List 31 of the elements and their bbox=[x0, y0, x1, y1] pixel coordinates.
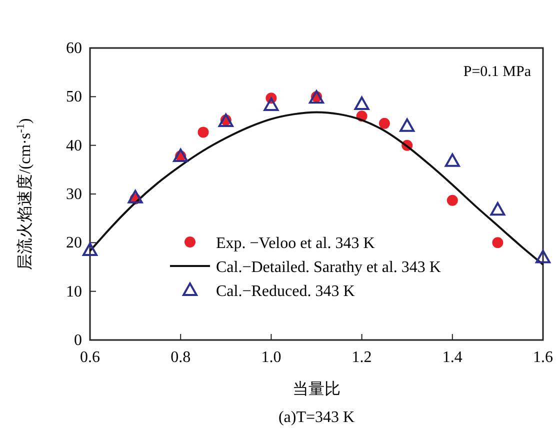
point bbox=[264, 97, 279, 111]
point bbox=[490, 202, 506, 216]
point bbox=[444, 153, 460, 167]
point bbox=[446, 194, 458, 206]
y-tick-label: 20 bbox=[66, 234, 82, 252]
x-tick-label: 1.4 bbox=[442, 349, 462, 366]
y-tick-label: 10 bbox=[66, 283, 82, 300]
point bbox=[536, 250, 550, 264]
y-tick-label: 30 bbox=[66, 186, 82, 203]
annotation: P=0.1 MPa bbox=[463, 64, 532, 80]
x-axis-title: 当量比 bbox=[292, 380, 340, 398]
point bbox=[492, 237, 504, 248]
point bbox=[354, 96, 370, 110]
x-tick-label: 1.2 bbox=[352, 349, 372, 366]
x-tick-label: 1.0 bbox=[261, 349, 282, 366]
y-tick-label: 40 bbox=[66, 137, 82, 154]
legend-label: Cal.−Detailed. Sarathy et al. 343 K bbox=[216, 259, 442, 276]
y-tick-label: 50 bbox=[66, 88, 82, 106]
y-tick-label: 0 bbox=[74, 332, 82, 349]
point bbox=[128, 190, 143, 204]
point bbox=[198, 126, 209, 138]
point bbox=[378, 118, 390, 129]
point bbox=[400, 118, 415, 132]
text: (a)T=343 K bbox=[278, 409, 355, 426]
x-tick-label: 0.6 bbox=[80, 349, 100, 366]
x-tick-label: 1.6 bbox=[533, 349, 553, 366]
x-tick-label: 0.8 bbox=[170, 349, 191, 366]
legend-label: Cal.−Reduced. 343 K bbox=[216, 283, 356, 300]
y-tick-label: 60 bbox=[66, 40, 82, 57]
point bbox=[82, 242, 98, 256]
legend-label: Exp. −Veloo et al. 343 K bbox=[216, 235, 376, 252]
